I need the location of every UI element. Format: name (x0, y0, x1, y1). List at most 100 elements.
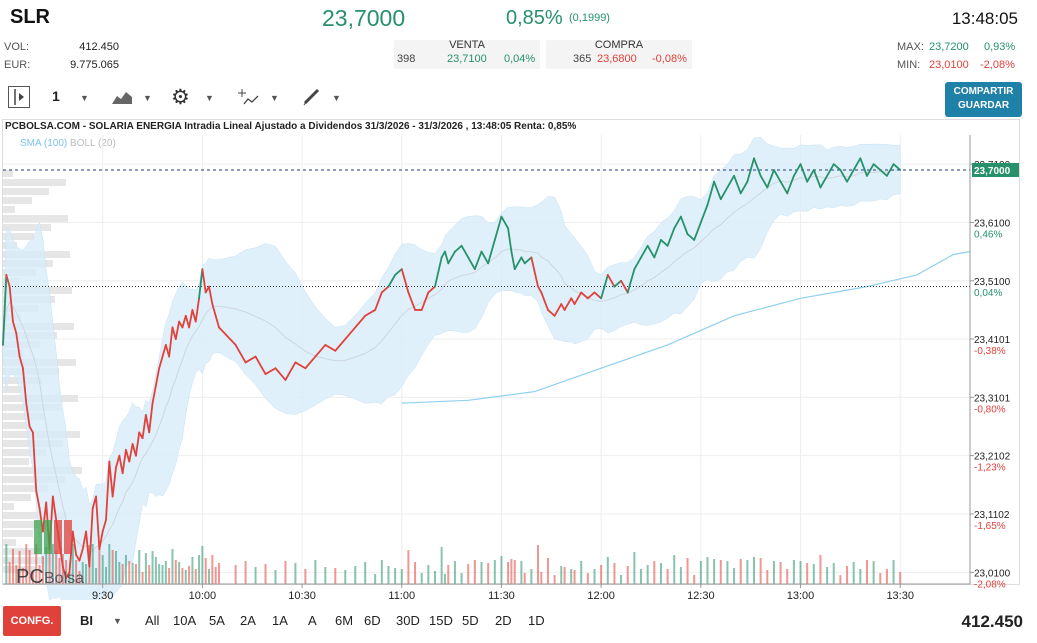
volume-bar (374, 574, 377, 584)
period-5d[interactable]: 5D (462, 613, 479, 628)
legend-boll: BOLL (20) (70, 138, 116, 149)
buy-label: COMPRA (594, 39, 644, 51)
period-10a[interactable]: 10A (173, 613, 197, 628)
volume-bar (188, 566, 191, 584)
volume-bar (31, 572, 34, 584)
volume-bar (25, 544, 28, 584)
x-tick-label: 11:00 (388, 590, 415, 600)
price-segment (454, 244, 463, 253)
volume-bar (885, 569, 888, 584)
price-segment (161, 344, 167, 358)
chart-mode-select[interactable]: BI (80, 613, 93, 628)
draw-tools-button[interactable] (302, 88, 322, 111)
profile-bar (3, 179, 66, 186)
price-segment (184, 314, 190, 329)
config-button[interactable]: CONFG. (3, 606, 61, 636)
settings-gear-icon[interactable]: ⚙ (171, 86, 190, 109)
price-segment (553, 303, 563, 317)
volume-bar (21, 568, 24, 584)
price-segment (188, 309, 194, 329)
volume-bar (580, 561, 583, 584)
price-segment (593, 291, 603, 300)
indicators-button[interactable] (238, 88, 260, 111)
price-segment (686, 233, 696, 241)
price-segment (460, 244, 470, 259)
indicators-caret-icon[interactable]: ▼ (270, 93, 279, 103)
volume-bar (892, 560, 895, 584)
interval-select[interactable]: 1 (52, 88, 60, 104)
last-price-label: 23,7000 (974, 166, 1011, 177)
price-segment (95, 495, 101, 550)
volume-bar (191, 557, 194, 584)
volume-bar (81, 562, 84, 584)
volume-bar (613, 563, 616, 584)
last-price: 23,7000 (322, 5, 406, 31)
buy-price: 23,6800 (597, 53, 637, 65)
profile-bar (3, 206, 15, 213)
interval-caret-icon[interactable]: ▼ (80, 93, 89, 103)
x-tick-label: 10:30 (288, 590, 316, 600)
last-price-badge (972, 162, 1019, 177)
volume-bar (168, 568, 171, 584)
settings-caret-icon[interactable]: ▼ (205, 93, 214, 103)
price-segment (125, 448, 131, 463)
chart-type-button[interactable] (111, 89, 133, 110)
volume-bar (95, 568, 98, 584)
period-1a[interactable]: 1A (272, 613, 288, 628)
volume-bar (354, 566, 357, 584)
profile-bar (3, 386, 25, 393)
price-segment (294, 361, 307, 370)
period-2d[interactable]: 2D (495, 613, 512, 628)
volume-bar (460, 573, 463, 584)
price-segment (600, 274, 609, 300)
volume-bar (211, 555, 214, 584)
y-axis: 23,710023,61000,46%23,51000,04%23,4101-0… (969, 135, 1019, 590)
panel-toggle-button[interactable] (8, 86, 30, 108)
price-segment (872, 163, 882, 171)
profile-bar (3, 512, 67, 519)
chart-mode-caret-icon[interactable]: ▼ (113, 616, 122, 626)
period-6d[interactable]: 6D (364, 613, 381, 628)
period-all[interactable]: All (145, 613, 160, 628)
price-segment (5, 274, 11, 288)
volume-bar (772, 561, 775, 584)
volume-bar (447, 565, 450, 584)
volume-bar (852, 562, 855, 584)
volume-bar (420, 573, 423, 584)
logo-text-bolsa: Bolsa (44, 570, 84, 587)
volume-bar (178, 562, 181, 584)
volume-bar (128, 561, 131, 584)
price-segment (148, 402, 154, 434)
price-segment (420, 291, 430, 311)
volume-bar (51, 544, 54, 584)
price-segment (61, 565, 68, 580)
chart-type-caret-icon[interactable]: ▼ (143, 93, 152, 103)
price-chart[interactable]: 23,710023,61000,46%23,51000,04%23,4101-0… (0, 0, 1037, 600)
y-tick-label: 23,1102 (974, 510, 1010, 521)
volume-bar (131, 563, 134, 584)
price-segment (65, 571, 71, 580)
share-save-button[interactable]: COMPARTIR GUARDAR (945, 82, 1022, 117)
volume-bar (530, 569, 533, 584)
share-label: COMPARTIR (953, 86, 1014, 97)
volume-bar (15, 565, 18, 584)
volume-bar (254, 567, 257, 584)
period-15d[interactable]: 15D (429, 613, 453, 628)
period-5a[interactable]: 5A (209, 613, 225, 628)
period-2a[interactable]: 2A (240, 613, 256, 628)
volume-bar (58, 558, 61, 584)
volume-bar (500, 556, 503, 584)
volume-bar (493, 560, 496, 584)
period-a[interactable]: A (308, 613, 317, 628)
volume-bar (453, 561, 456, 584)
price-segment (447, 250, 456, 265)
period-30d[interactable]: 30D (396, 613, 420, 628)
price-segment (22, 367, 28, 405)
volume-bar (766, 570, 769, 584)
volume-bar (75, 560, 78, 584)
volume-bar (111, 550, 114, 584)
period-6m[interactable]: 6M (335, 613, 354, 628)
period-1d[interactable]: 1D (528, 613, 545, 628)
draw-tools-caret-icon[interactable]: ▼ (332, 93, 341, 103)
volume-bar (759, 558, 762, 584)
